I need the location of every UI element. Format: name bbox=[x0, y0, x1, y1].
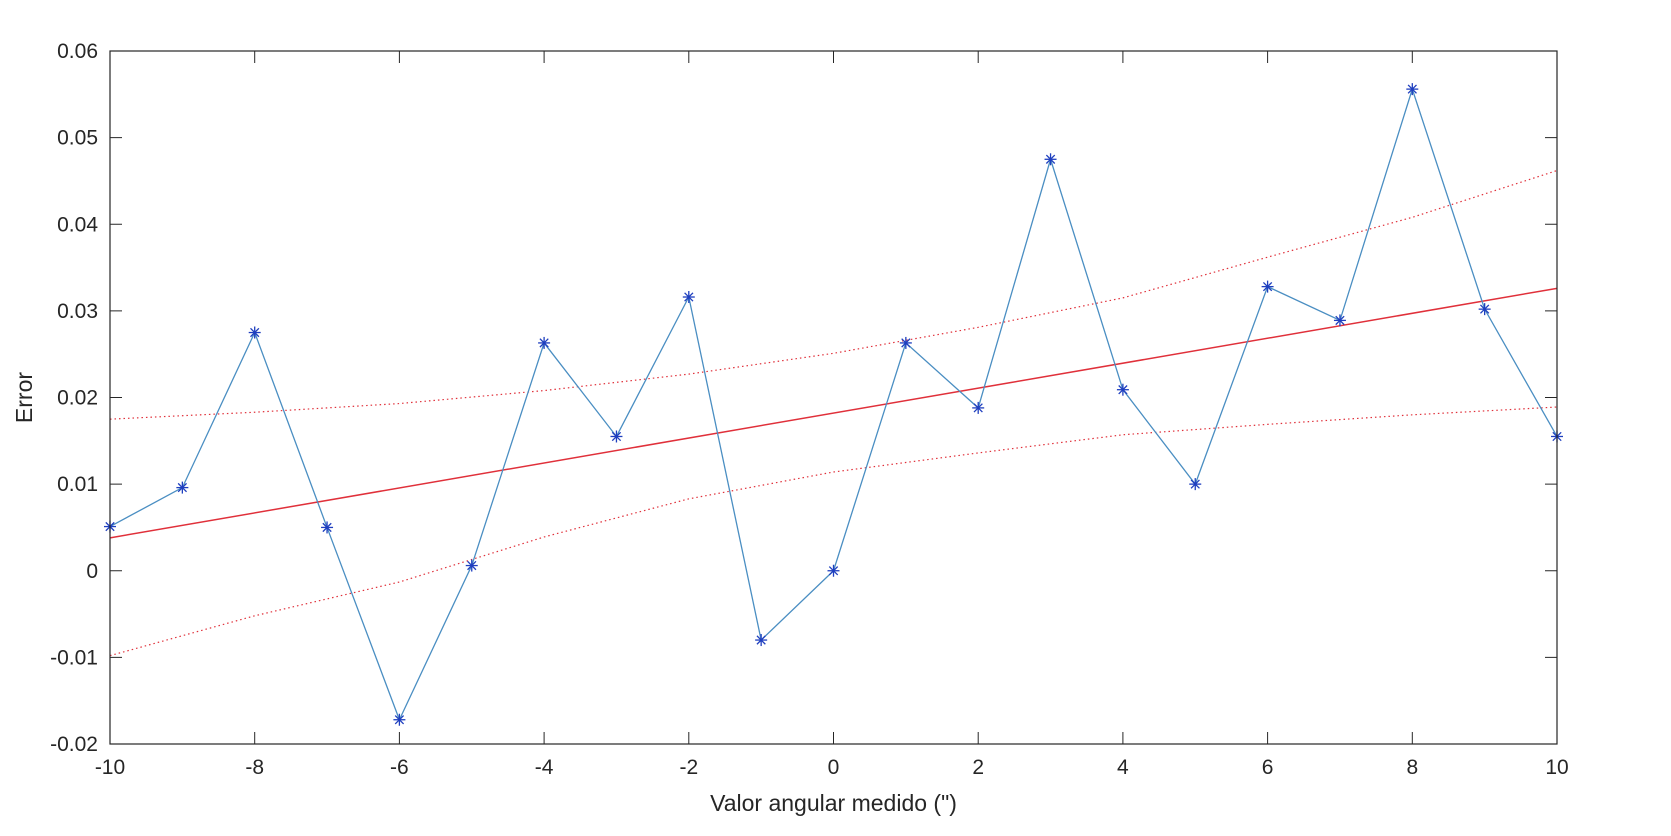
data-point bbox=[899, 336, 912, 349]
x-tick-label: -8 bbox=[245, 756, 264, 779]
data-point bbox=[682, 291, 695, 304]
data-point bbox=[393, 713, 406, 726]
x-tick-label: -2 bbox=[679, 756, 698, 779]
fit-line bbox=[109, 287, 1558, 539]
data-point bbox=[1478, 303, 1491, 316]
ticks bbox=[109, 50, 1558, 745]
x-tick-label: 4 bbox=[1117, 756, 1129, 779]
data-point bbox=[827, 564, 840, 577]
x-tick-label: -6 bbox=[390, 756, 409, 779]
y-tick-label: -0.01 bbox=[50, 646, 98, 669]
x-tick-label: 6 bbox=[1262, 756, 1274, 779]
data-point bbox=[248, 326, 261, 339]
data-point bbox=[1333, 314, 1346, 327]
y-tick-label: 0 bbox=[86, 560, 98, 583]
confidence-bands bbox=[109, 169, 1558, 657]
x-tick-label: -10 bbox=[95, 756, 125, 779]
y-tick-label: 0.06 bbox=[57, 40, 98, 63]
data-point bbox=[1261, 280, 1274, 293]
data-point bbox=[465, 559, 478, 572]
x-tick-label: 8 bbox=[1406, 756, 1418, 779]
data-point bbox=[610, 430, 623, 443]
y-tick-label: -0.02 bbox=[50, 733, 98, 756]
x-tick-label: 2 bbox=[972, 756, 984, 779]
y-tick-label: 0.02 bbox=[57, 387, 98, 410]
data-point bbox=[972, 401, 985, 414]
data-point bbox=[1406, 83, 1419, 96]
tick-labels: -10 -8 -6 -4 -2 0 2 4 6 8 10 -0.02 -0.01 0 0.01 0.02 0.0… bbox=[50, 40, 1569, 779]
data-point bbox=[176, 481, 189, 494]
y-tick-label: 0.03 bbox=[57, 300, 98, 323]
data-point bbox=[1044, 153, 1057, 166]
x-tick-label: 10 bbox=[1545, 756, 1568, 779]
data-point bbox=[538, 336, 551, 349]
y-tick-label: 0.05 bbox=[57, 127, 98, 150]
x-axis-label: Valor angular medido (") bbox=[710, 790, 957, 816]
x-tick-label: 0 bbox=[828, 756, 840, 779]
fit-line-path bbox=[109, 287, 1558, 539]
data-point bbox=[1116, 383, 1129, 396]
confidence-band-lower bbox=[109, 406, 1558, 657]
data-point bbox=[321, 521, 334, 534]
data-point bbox=[755, 634, 768, 647]
y-axis-label: Error bbox=[11, 372, 37, 423]
data-point bbox=[1189, 478, 1202, 491]
y-tick-label: 0.04 bbox=[57, 213, 98, 236]
y-tick-label: 0.01 bbox=[57, 473, 98, 496]
x-tick-label: -4 bbox=[535, 756, 554, 779]
